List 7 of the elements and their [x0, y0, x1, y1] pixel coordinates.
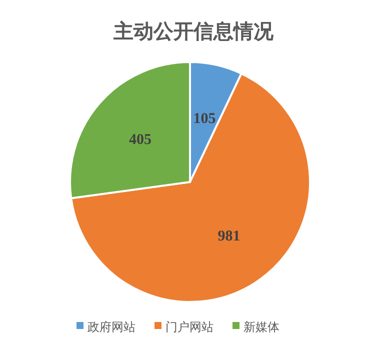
legend-label: 政府网站	[88, 320, 136, 334]
legend-label: 新媒体	[244, 320, 280, 334]
data-label: 405	[129, 132, 152, 148]
chart-title: 主动公开信息情况	[112, 19, 274, 43]
legend-label: 门户网站	[166, 320, 214, 334]
data-label: 981	[218, 228, 240, 244]
data-label: 105	[193, 110, 216, 127]
